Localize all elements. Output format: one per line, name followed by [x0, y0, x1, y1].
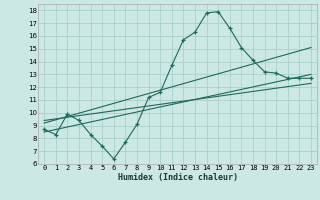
- X-axis label: Humidex (Indice chaleur): Humidex (Indice chaleur): [118, 173, 238, 182]
